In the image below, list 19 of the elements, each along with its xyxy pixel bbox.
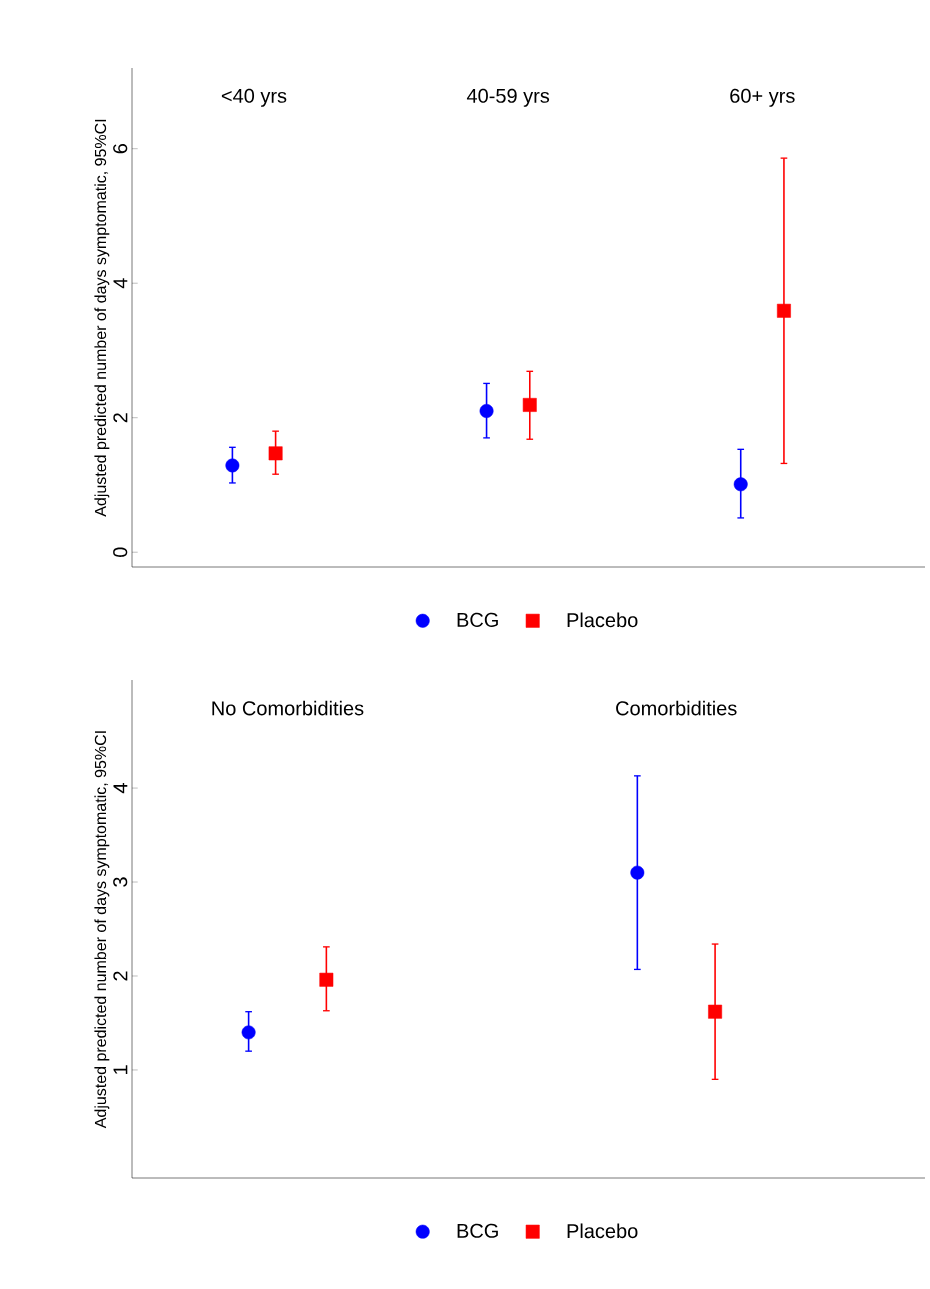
y-tick-label: 6 [113,144,128,154]
x-tick-label: <40 yrs [221,88,287,107]
y-axis-title: Adjusted predicted number of days symptomatic, 95%CI [94,731,110,1129]
y-tick-label: 4 [113,278,128,289]
y-tick-label: 3 [113,877,128,887]
y-tick-label: 1 [113,1065,128,1074]
y-axis-title: Adjusted predicted number of days symptomatic, 95%CI [94,119,110,517]
y-tick-label: 4 [113,783,128,794]
legend-label: Placebo [567,1223,638,1239]
legend-label: BCG [457,612,498,627]
y-tick-label: 2 [113,413,128,423]
y-tick-label: 2 [113,971,128,981]
x-tick-label: No Comorbidities [212,700,364,716]
legend-label: BCG [457,1223,498,1238]
y-tick-label: 0 [113,547,128,557]
x-tick-label: 40-59 yrs [466,88,550,107]
legend-label: Placebo [567,612,638,628]
x-tick-label: 60+ yrs [730,88,795,107]
x-tick-label: Comorbidities [616,700,737,716]
